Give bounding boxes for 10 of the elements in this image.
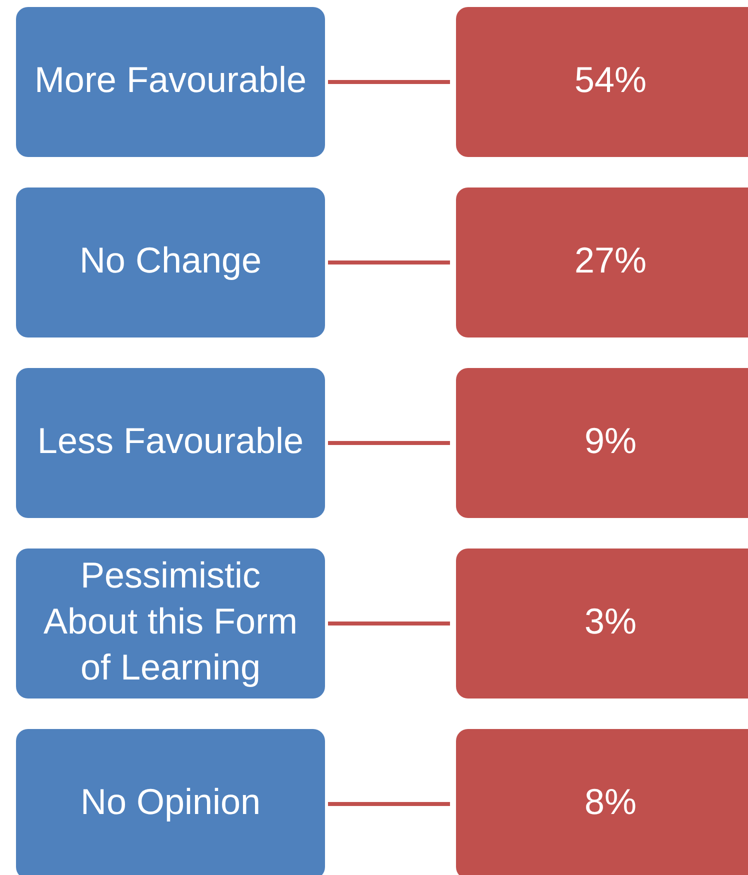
category-label: Pessimistic About this Form of Learning [43, 554, 298, 688]
data-label: 27% [574, 239, 647, 280]
data-label: 9% [584, 420, 637, 461]
category-label: More Favourable [34, 58, 307, 100]
category-label: No Change [79, 239, 262, 280]
category-label: Less Favourable [37, 420, 304, 461]
category-label: No Opinion [80, 780, 261, 822]
data-label: 54% [574, 58, 647, 100]
data-label: 8% [584, 780, 637, 822]
data-label: 3% [584, 600, 637, 642]
